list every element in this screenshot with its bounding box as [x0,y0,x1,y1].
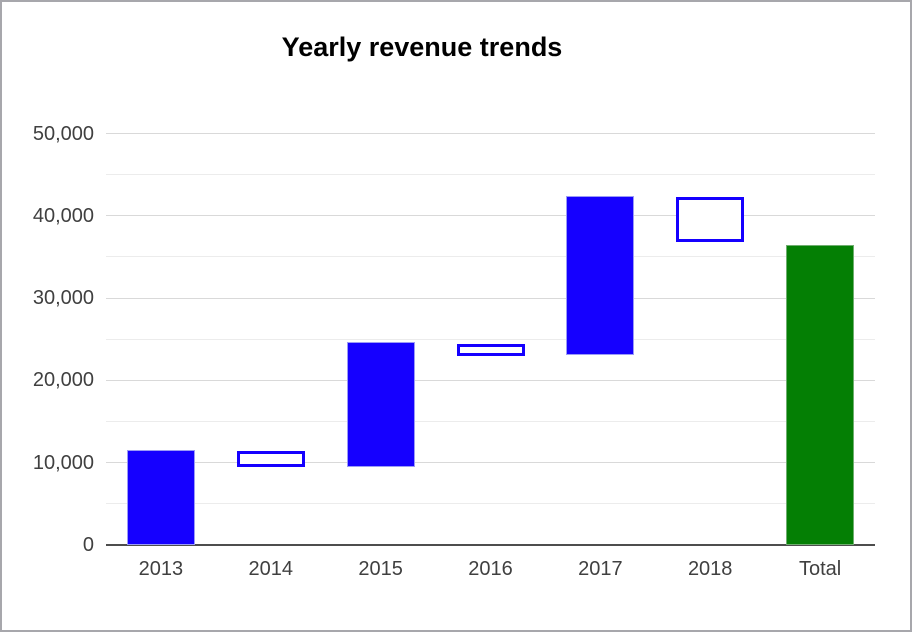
major-gridline [106,133,875,134]
major-gridline [106,297,875,299]
waterfall-bar-2018[interactable] [676,196,745,242]
waterfall-bar-total[interactable] [786,245,855,545]
waterfall-bar-2016[interactable] [456,344,525,356]
minor-gridline [106,256,875,258]
waterfall-bar-2014[interactable] [236,450,305,468]
minor-gridline [106,338,875,340]
major-gridline [106,462,875,463]
minor-gridline [106,420,875,422]
y-axis-tick-label: 50,000 [32,122,94,145]
x-axis-category-label: 2013 [138,558,184,580]
y-axis-tick-label: 0 [82,533,94,556]
y-axis-tick-label: 30,000 [32,287,94,309]
major-gridline [106,215,875,217]
x-axis-category-label: 2017 [578,558,623,580]
chart-title: Yearly revenue trends [281,32,563,62]
waterfall-bar-2015[interactable] [346,342,415,467]
x-axis-category-label: Total [798,558,842,580]
minor-gridline [106,503,875,505]
minor-gridline [106,174,875,176]
x-axis-category-label: 2014 [248,558,294,580]
y-axis-tick-label: 10,000 [32,451,94,474]
x-axis-baseline [106,543,875,546]
waterfall-bar-2013[interactable] [126,450,195,545]
x-axis-category-label: 2015 [358,558,403,580]
waterfall-bar-2017[interactable] [566,196,635,356]
x-axis-category-label: 2018 [687,558,733,580]
x-axis-category-label: 2016 [468,558,513,580]
major-gridline [106,379,875,381]
y-axis-tick-label: 20,000 [32,369,94,392]
y-axis-tick-label: 40,000 [32,204,94,227]
